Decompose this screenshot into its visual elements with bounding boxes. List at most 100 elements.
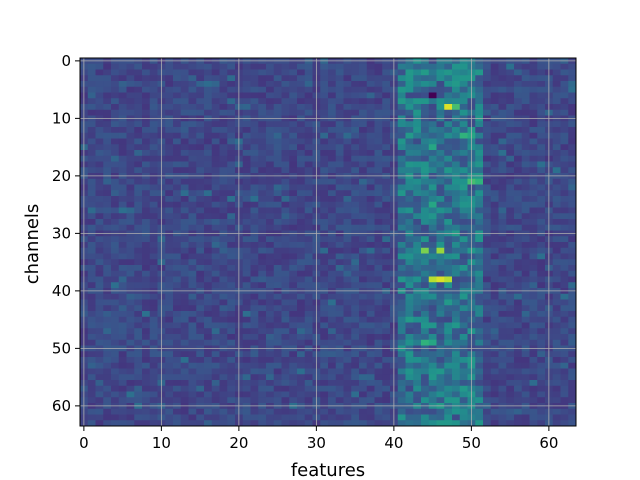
heatmap-cell	[483, 316, 492, 323]
heatmap-cell	[273, 138, 282, 145]
heatmap-cell	[475, 86, 484, 93]
heatmap-cell	[452, 351, 461, 358]
heatmap-cell	[452, 127, 461, 134]
heatmap-cell	[258, 362, 267, 369]
heatmap-cell	[111, 86, 120, 93]
heatmap-cell	[304, 414, 313, 421]
heatmap-cell	[397, 104, 406, 111]
heatmap-cell	[444, 86, 453, 93]
heatmap-cell	[498, 236, 507, 243]
heatmap-cell	[444, 351, 453, 358]
heatmap-cell	[297, 357, 306, 364]
heatmap-cell	[219, 127, 228, 134]
heatmap-cell	[149, 282, 158, 289]
heatmap-cell	[343, 357, 352, 364]
heatmap-cell	[483, 196, 492, 203]
heatmap-cell	[351, 236, 360, 243]
heatmap-cell	[382, 224, 391, 231]
heatmap-cell	[382, 167, 391, 174]
heatmap-cell	[281, 259, 290, 266]
heatmap-cell	[459, 270, 468, 277]
heatmap-cell	[568, 397, 577, 404]
heatmap-cell	[149, 293, 158, 300]
heatmap-cell	[382, 362, 391, 369]
heatmap-cell	[428, 196, 437, 203]
heatmap-cell	[95, 276, 104, 283]
heatmap-cell	[219, 414, 228, 421]
heatmap-cell	[436, 259, 445, 266]
heatmap-cell	[359, 69, 368, 76]
heatmap-cell	[266, 109, 275, 116]
heatmap-cell	[444, 305, 453, 312]
heatmap-cell	[149, 184, 158, 191]
heatmap-cell	[560, 63, 569, 70]
heatmap-cell	[95, 121, 104, 128]
heatmap-cell	[149, 397, 158, 404]
heatmap-cell	[273, 104, 282, 111]
heatmap-cell	[428, 414, 437, 421]
heatmap-cell	[95, 362, 104, 369]
heatmap-cell	[335, 368, 344, 375]
heatmap-cell	[227, 334, 236, 341]
heatmap-cell	[103, 63, 112, 70]
heatmap-cell	[359, 311, 368, 318]
heatmap-cell	[537, 132, 546, 139]
heatmap-cell	[211, 357, 220, 364]
heatmap-cell	[266, 351, 275, 358]
heatmap-cell	[281, 391, 290, 398]
heatmap-cell	[405, 190, 414, 197]
heatmap-cell	[444, 161, 453, 168]
heatmap-cell	[188, 334, 197, 341]
heatmap-cell	[250, 276, 259, 283]
heatmap-cell	[118, 414, 127, 421]
heatmap-cell	[250, 305, 259, 312]
heatmap-cell	[436, 380, 445, 387]
heatmap-cell	[506, 92, 515, 99]
heatmap-cell	[211, 282, 220, 289]
heatmap-cell	[111, 276, 120, 283]
heatmap-cell	[328, 121, 337, 128]
heatmap-cell	[444, 265, 453, 272]
heatmap-cell	[111, 311, 120, 318]
heatmap-cell	[250, 178, 259, 185]
heatmap-cell	[142, 155, 151, 162]
heatmap-cell	[142, 420, 151, 427]
heatmap-cell	[483, 362, 492, 369]
heatmap-cell	[405, 408, 414, 415]
heatmap-cell	[103, 328, 112, 335]
heatmap-cell	[95, 357, 104, 364]
heatmap-cell	[444, 322, 453, 329]
heatmap-cell	[359, 219, 368, 226]
heatmap-cell	[413, 374, 422, 381]
heatmap-cell	[514, 253, 523, 260]
heatmap-cell	[111, 127, 120, 134]
heatmap-cell	[374, 196, 383, 203]
heatmap-cell	[397, 75, 406, 82]
heatmap-cell	[273, 408, 282, 415]
heatmap-cell	[335, 420, 344, 427]
heatmap-cell	[258, 201, 267, 208]
heatmap-cell	[196, 351, 205, 358]
heatmap-cell	[413, 201, 422, 208]
heatmap-cell	[173, 219, 182, 226]
heatmap-cell	[242, 104, 251, 111]
heatmap-cell	[196, 104, 205, 111]
heatmap-cell	[552, 316, 561, 323]
heatmap-cell	[490, 109, 499, 116]
heatmap-cell	[560, 98, 569, 105]
heatmap-cell	[196, 224, 205, 231]
heatmap-cell	[149, 201, 158, 208]
heatmap-cell	[227, 357, 236, 364]
heatmap-cell	[126, 282, 135, 289]
heatmap-cell	[521, 408, 530, 415]
heatmap-cell	[444, 380, 453, 387]
heatmap-cell	[343, 213, 352, 220]
heatmap-cell	[95, 334, 104, 341]
heatmap-cell	[266, 75, 275, 82]
heatmap-cell	[405, 322, 414, 329]
heatmap-cell	[227, 196, 236, 203]
heatmap-cell	[514, 161, 523, 168]
heatmap-cell	[180, 385, 189, 392]
heatmap-cell	[242, 276, 251, 283]
heatmap-cell	[134, 385, 143, 392]
